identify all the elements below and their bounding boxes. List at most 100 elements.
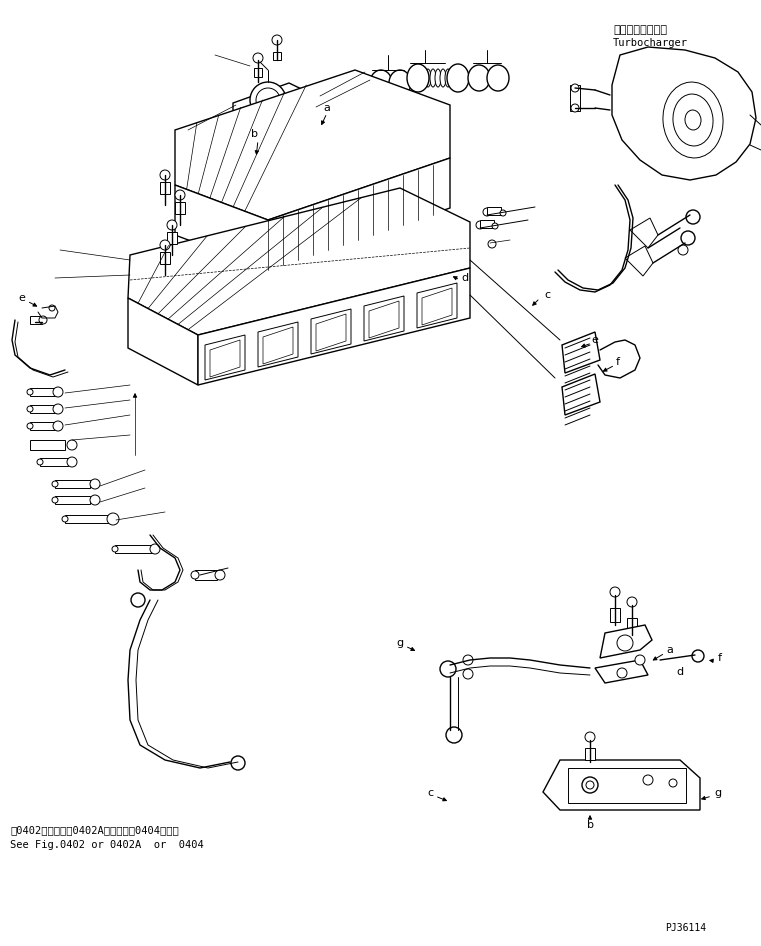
- Text: f: f: [718, 653, 722, 663]
- Circle shape: [678, 245, 688, 255]
- Circle shape: [52, 481, 58, 487]
- Bar: [65, 515, 110, 523]
- Circle shape: [463, 669, 473, 679]
- Text: c: c: [427, 788, 433, 798]
- Ellipse shape: [370, 70, 392, 96]
- Bar: [30, 422, 58, 430]
- Text: a: a: [667, 645, 673, 655]
- Text: See Fig.0402 or 0402A  or  0404: See Fig.0402 or 0402A or 0404: [10, 840, 204, 850]
- Circle shape: [53, 387, 63, 397]
- Polygon shape: [210, 340, 240, 377]
- Polygon shape: [422, 288, 452, 325]
- Bar: [30, 440, 65, 450]
- Circle shape: [90, 495, 100, 505]
- Bar: [167, 232, 177, 244]
- Circle shape: [253, 53, 263, 63]
- Ellipse shape: [673, 94, 713, 146]
- Bar: [115, 545, 153, 553]
- Circle shape: [49, 305, 55, 311]
- Circle shape: [582, 777, 598, 793]
- Circle shape: [643, 775, 653, 785]
- Ellipse shape: [407, 64, 429, 92]
- Text: PJ36114: PJ36114: [665, 923, 706, 933]
- Circle shape: [160, 170, 170, 180]
- Circle shape: [215, 570, 225, 580]
- Text: e: e: [591, 335, 598, 345]
- Circle shape: [669, 779, 677, 787]
- Polygon shape: [263, 327, 293, 364]
- Ellipse shape: [440, 69, 446, 87]
- Circle shape: [39, 316, 47, 324]
- Ellipse shape: [389, 70, 411, 96]
- Circle shape: [231, 756, 245, 770]
- Bar: [570, 85, 580, 111]
- Bar: [30, 316, 42, 324]
- Polygon shape: [630, 218, 658, 248]
- Circle shape: [52, 497, 58, 503]
- Circle shape: [476, 221, 484, 229]
- Text: b: b: [587, 820, 594, 830]
- Ellipse shape: [445, 69, 451, 87]
- Circle shape: [571, 104, 579, 112]
- Ellipse shape: [447, 64, 469, 92]
- Circle shape: [112, 546, 118, 552]
- Polygon shape: [268, 158, 450, 270]
- Circle shape: [585, 732, 595, 742]
- Circle shape: [440, 661, 456, 677]
- Circle shape: [27, 389, 33, 395]
- Circle shape: [272, 35, 282, 45]
- Circle shape: [635, 655, 645, 665]
- Polygon shape: [128, 298, 198, 385]
- Circle shape: [150, 544, 160, 554]
- Polygon shape: [198, 268, 470, 385]
- Polygon shape: [562, 374, 600, 415]
- Circle shape: [53, 404, 63, 414]
- Circle shape: [53, 421, 63, 431]
- Polygon shape: [258, 322, 298, 367]
- Polygon shape: [369, 301, 399, 338]
- Bar: [610, 608, 620, 622]
- Polygon shape: [612, 47, 756, 180]
- Polygon shape: [600, 625, 652, 658]
- Circle shape: [27, 423, 33, 429]
- Text: c: c: [544, 290, 550, 300]
- Bar: [585, 748, 595, 760]
- Circle shape: [302, 97, 308, 103]
- Bar: [195, 570, 217, 580]
- Circle shape: [241, 114, 247, 120]
- Circle shape: [483, 208, 491, 216]
- Circle shape: [463, 655, 473, 665]
- Circle shape: [67, 457, 77, 467]
- Ellipse shape: [468, 65, 490, 91]
- Polygon shape: [316, 314, 346, 351]
- Text: Turbocharger: Turbocharger: [613, 38, 688, 48]
- Bar: [568, 768, 686, 803]
- Circle shape: [617, 668, 627, 678]
- Text: d: d: [461, 273, 469, 283]
- Polygon shape: [625, 246, 653, 276]
- Text: d: d: [677, 667, 683, 677]
- Circle shape: [586, 781, 594, 789]
- Polygon shape: [417, 283, 457, 328]
- Circle shape: [492, 223, 498, 229]
- Circle shape: [107, 513, 119, 525]
- Ellipse shape: [425, 69, 431, 87]
- Polygon shape: [128, 188, 470, 335]
- Polygon shape: [175, 185, 268, 270]
- Polygon shape: [205, 335, 245, 380]
- Text: g: g: [715, 788, 721, 798]
- Circle shape: [681, 231, 695, 245]
- Bar: [40, 458, 68, 466]
- Bar: [627, 618, 637, 632]
- Bar: [55, 496, 90, 504]
- Circle shape: [610, 587, 620, 597]
- Circle shape: [446, 727, 462, 743]
- Bar: [160, 252, 170, 264]
- Circle shape: [131, 593, 145, 607]
- Bar: [273, 52, 281, 60]
- Bar: [30, 388, 58, 396]
- Circle shape: [500, 210, 506, 216]
- Text: f: f: [616, 357, 620, 367]
- Circle shape: [627, 597, 637, 607]
- Polygon shape: [233, 83, 316, 125]
